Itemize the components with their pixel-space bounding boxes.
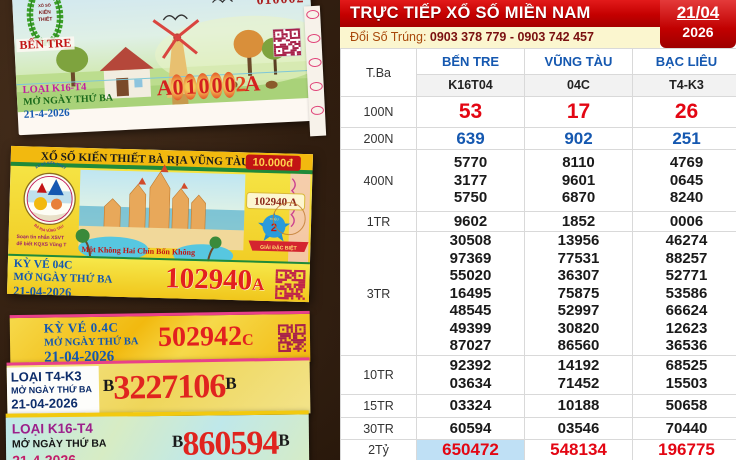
svg-text:THIẾT: THIẾT [38, 15, 53, 23]
svg-text:21-04-2026: 21-04-2026 [312, 204, 313, 236]
svg-text:10.000đ: 10.000đ [252, 157, 293, 170]
svg-text:XỔ SỐ: XỔ SỐ [38, 2, 51, 8]
svg-text:Soạn tin nhắn XSVT: Soạn tin nhắn XSVT [16, 233, 64, 241]
svg-text:để biết KQXS Vũng T: để biết KQXS Vũng T [16, 240, 66, 248]
svg-text:BẾN TRE: BẾN TRE [19, 35, 72, 53]
svg-text:KIẾN: KIẾN [39, 8, 52, 16]
svg-text:TRIỆU: TRIỆU [270, 216, 279, 221]
